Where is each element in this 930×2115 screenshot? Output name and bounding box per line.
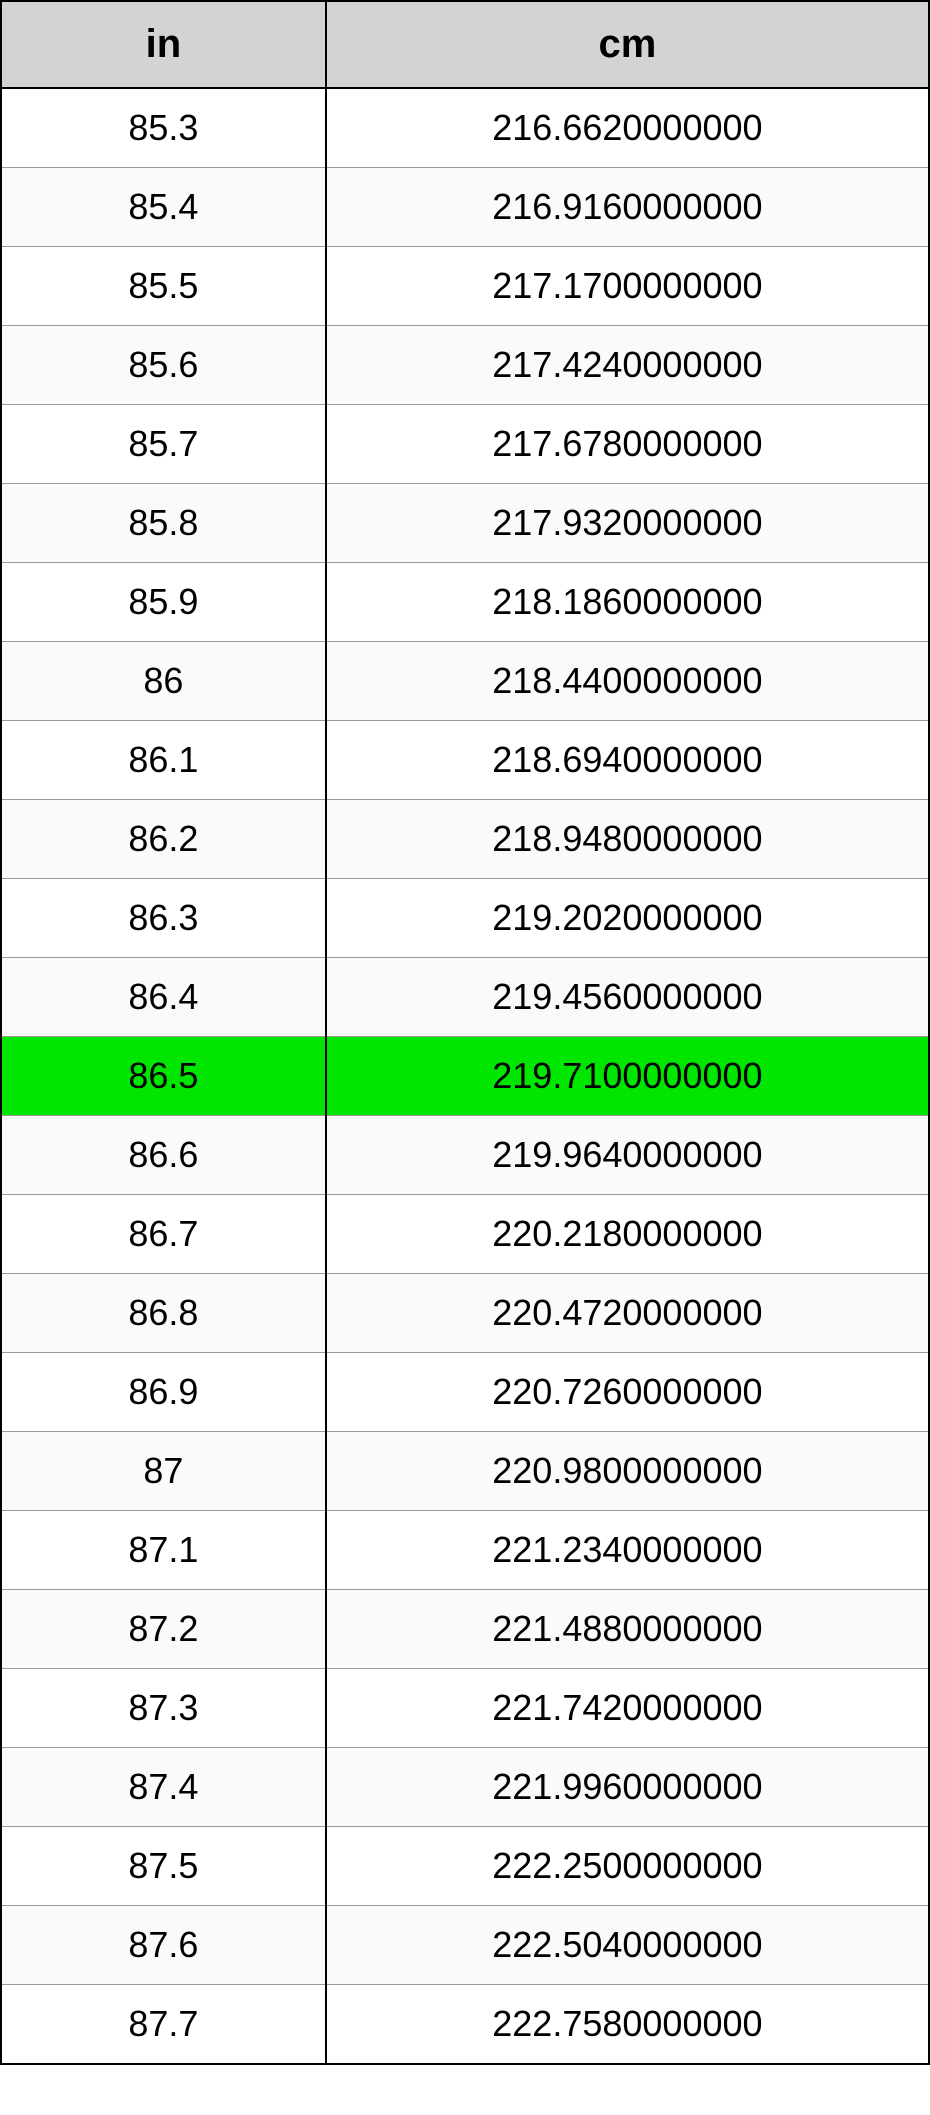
table-row: 85.7217.6780000000 — [1, 405, 929, 484]
cell-in: 87.3 — [1, 1669, 326, 1748]
cell-in: 86.5 — [1, 1037, 326, 1116]
table-row: 87.7222.7580000000 — [1, 1985, 929, 2065]
cell-cm: 218.1860000000 — [326, 563, 929, 642]
cell-cm: 219.7100000000 — [326, 1037, 929, 1116]
cell-cm: 219.2020000000 — [326, 879, 929, 958]
cell-in: 87.7 — [1, 1985, 326, 2065]
cell-in: 86.9 — [1, 1353, 326, 1432]
table-body: 85.3216.662000000085.4216.916000000085.5… — [1, 88, 929, 2064]
cell-cm: 220.2180000000 — [326, 1195, 929, 1274]
cell-cm: 219.4560000000 — [326, 958, 929, 1037]
conversion-table: in cm 85.3216.662000000085.4216.91600000… — [0, 0, 930, 2065]
cell-in: 86.2 — [1, 800, 326, 879]
table-row: 85.5217.1700000000 — [1, 247, 929, 326]
cell-cm: 217.9320000000 — [326, 484, 929, 563]
column-header-in: in — [1, 1, 326, 88]
cell-cm: 222.2500000000 — [326, 1827, 929, 1906]
cell-cm: 222.7580000000 — [326, 1985, 929, 2065]
table-row: 85.9218.1860000000 — [1, 563, 929, 642]
table-row: 86.3219.2020000000 — [1, 879, 929, 958]
table-row: 86.1218.6940000000 — [1, 721, 929, 800]
table-row: 86.6219.9640000000 — [1, 1116, 929, 1195]
cell-in: 85.6 — [1, 326, 326, 405]
cell-cm: 219.9640000000 — [326, 1116, 929, 1195]
table-row: 87.6222.5040000000 — [1, 1906, 929, 1985]
cell-cm: 218.6940000000 — [326, 721, 929, 800]
table-row: 86.7220.2180000000 — [1, 1195, 929, 1274]
cell-cm: 216.9160000000 — [326, 168, 929, 247]
table-row: 85.3216.6620000000 — [1, 88, 929, 168]
cell-in: 87.6 — [1, 1906, 326, 1985]
table-row: 87.3221.7420000000 — [1, 1669, 929, 1748]
table-row: 85.8217.9320000000 — [1, 484, 929, 563]
cell-in: 85.4 — [1, 168, 326, 247]
cell-in: 85.8 — [1, 484, 326, 563]
cell-in: 86 — [1, 642, 326, 721]
cell-cm: 221.7420000000 — [326, 1669, 929, 1748]
table-header-row: in cm — [1, 1, 929, 88]
table-row: 85.4216.9160000000 — [1, 168, 929, 247]
table-row: 86.5219.7100000000 — [1, 1037, 929, 1116]
cell-in: 87.4 — [1, 1748, 326, 1827]
table-row: 86.2218.9480000000 — [1, 800, 929, 879]
cell-cm: 218.9480000000 — [326, 800, 929, 879]
table-row: 86.8220.4720000000 — [1, 1274, 929, 1353]
cell-cm: 216.6620000000 — [326, 88, 929, 168]
table-row: 85.6217.4240000000 — [1, 326, 929, 405]
cell-in: 86.1 — [1, 721, 326, 800]
cell-in: 86.7 — [1, 1195, 326, 1274]
cell-in: 87 — [1, 1432, 326, 1511]
cell-in: 85.3 — [1, 88, 326, 168]
table-row: 86.9220.7260000000 — [1, 1353, 929, 1432]
cell-in: 87.1 — [1, 1511, 326, 1590]
table-row: 87220.9800000000 — [1, 1432, 929, 1511]
cell-cm: 220.9800000000 — [326, 1432, 929, 1511]
cell-cm: 221.2340000000 — [326, 1511, 929, 1590]
cell-in: 86.3 — [1, 879, 326, 958]
cell-in: 85.9 — [1, 563, 326, 642]
cell-cm: 217.6780000000 — [326, 405, 929, 484]
cell-in: 86.4 — [1, 958, 326, 1037]
cell-in: 86.8 — [1, 1274, 326, 1353]
cell-cm: 222.5040000000 — [326, 1906, 929, 1985]
table-row: 87.4221.9960000000 — [1, 1748, 929, 1827]
cell-in: 85.7 — [1, 405, 326, 484]
cell-cm: 221.4880000000 — [326, 1590, 929, 1669]
cell-cm: 217.4240000000 — [326, 326, 929, 405]
cell-cm: 217.1700000000 — [326, 247, 929, 326]
table-row: 86218.4400000000 — [1, 642, 929, 721]
table-row: 87.5222.2500000000 — [1, 1827, 929, 1906]
cell-cm: 220.7260000000 — [326, 1353, 929, 1432]
table-row: 87.2221.4880000000 — [1, 1590, 929, 1669]
cell-cm: 218.4400000000 — [326, 642, 929, 721]
column-header-cm: cm — [326, 1, 929, 88]
cell-in: 87.5 — [1, 1827, 326, 1906]
cell-cm: 220.4720000000 — [326, 1274, 929, 1353]
cell-in: 86.6 — [1, 1116, 326, 1195]
cell-cm: 221.9960000000 — [326, 1748, 929, 1827]
cell-in: 87.2 — [1, 1590, 326, 1669]
table-row: 86.4219.4560000000 — [1, 958, 929, 1037]
cell-in: 85.5 — [1, 247, 326, 326]
table-row: 87.1221.2340000000 — [1, 1511, 929, 1590]
